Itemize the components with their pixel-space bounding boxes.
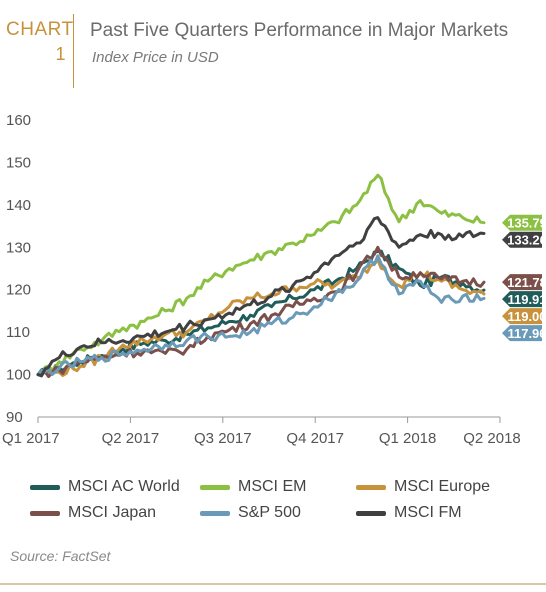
- legend-item: MSCI Japan: [30, 504, 156, 522]
- end-value-label: 117.96: [507, 326, 546, 341]
- legend-label: MSCI AC World: [68, 478, 180, 495]
- legend-item: MSCI EM: [200, 478, 306, 496]
- y-tick-label: 120: [6, 282, 31, 299]
- y-tick-label: 150: [6, 154, 31, 171]
- legend-swatch: [356, 484, 386, 490]
- y-tick-label: 90: [6, 409, 23, 426]
- line-chart: 90 100 110 120 130 140 150 160 Q1 2017 Q2 2017 Q3 …: [2, 112, 546, 447]
- legend-item: MSCI FM: [356, 504, 462, 522]
- end-value-label: 119.91: [507, 292, 546, 307]
- chart-tag: CHART 1: [6, 18, 73, 66]
- chart-title: Past Five Quarters Performance in Major …: [90, 20, 509, 41]
- legend-swatch: [200, 484, 230, 490]
- end-value-tag: [502, 231, 542, 248]
- legend-swatch: [200, 510, 230, 516]
- y-tick-label: 100: [6, 367, 31, 384]
- y-tick-label: 140: [6, 197, 31, 214]
- legend-swatch: [356, 510, 386, 516]
- chart-subtitle: Index Price in USD: [92, 49, 219, 66]
- chart-word: CHART: [6, 19, 74, 40]
- x-tick-label: Q2 2018: [463, 430, 521, 447]
- x-tick-label: Q1 2018: [379, 430, 437, 447]
- x-tick-label: Q1 2017: [2, 430, 60, 447]
- legend-label: MSCI Japan: [68, 504, 157, 521]
- chart-number: 1: [55, 44, 66, 64]
- x-tick-label: Q3 2017: [194, 430, 252, 447]
- legend-swatch: [30, 510, 60, 516]
- legend-item: MSCI Europe: [356, 478, 490, 496]
- series-line-msci-europe: [36, 258, 486, 377]
- x-tick-label: Q4 2017: [286, 430, 344, 447]
- end-value-tag: [502, 308, 542, 325]
- header-divider: [73, 14, 74, 88]
- y-tick-label: 160: [6, 112, 31, 129]
- series-line-msci-em: [36, 173, 486, 378]
- x-tick-label: Q2 2017: [102, 430, 160, 447]
- end-value-label: 133.26: [507, 233, 546, 248]
- legend-label: S&P 500: [238, 504, 301, 521]
- end-value-label: 135.79: [507, 216, 546, 231]
- bottom-rule: [0, 583, 546, 585]
- legend-swatch: [30, 484, 60, 490]
- legend-item: S&P 500: [200, 504, 301, 522]
- legend-label: MSCI Europe: [394, 478, 491, 495]
- legend-item: MSCI AC World: [30, 478, 180, 496]
- series-line-msci-japan: [36, 245, 486, 379]
- series-line-msci-fm: [36, 216, 486, 378]
- source-note: Source: FactSet: [10, 548, 111, 564]
- end-value-label: 119.00: [507, 309, 546, 324]
- end-value-tag: [502, 214, 542, 231]
- series-line-s-p-500: [36, 254, 486, 377]
- y-tick-label: 110: [6, 324, 30, 341]
- end-value-tag: [502, 325, 542, 342]
- end-value-tag: [502, 274, 542, 291]
- legend-label: MSCI EM: [238, 478, 307, 495]
- end-value-tag: [502, 291, 542, 308]
- y-tick-label: 130: [6, 239, 31, 256]
- end-value-label: 121.78: [507, 275, 546, 290]
- legend-label: MSCI FM: [394, 504, 462, 521]
